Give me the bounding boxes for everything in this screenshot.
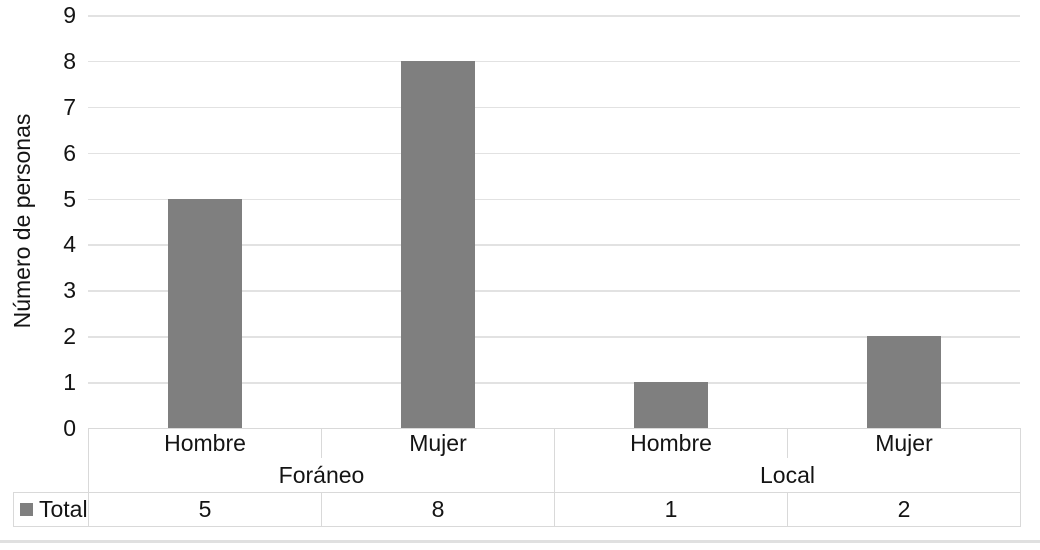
category-label: Hombre <box>555 429 788 458</box>
y-axis-tick: 2 <box>63 323 76 350</box>
value-cell: 5 <box>89 492 322 527</box>
legend-swatch-icon <box>20 503 33 516</box>
category-label: Mujer <box>788 429 1021 458</box>
y-axis-tick: 3 <box>63 277 76 304</box>
group-label: Local <box>555 458 1021 492</box>
y-axis-tick: 0 <box>63 415 76 441</box>
gridline <box>88 15 1020 17</box>
group-axis-row: Foráneo Local <box>88 458 1021 492</box>
y-axis-tick: 4 <box>63 231 76 258</box>
gridline <box>88 198 1020 201</box>
group-label: Foráneo <box>89 458 555 492</box>
plot-area <box>88 15 1020 428</box>
category-label: Hombre <box>89 429 322 458</box>
bar-local-hombre <box>633 382 708 428</box>
gridline <box>88 244 1020 246</box>
y-axis: 0 1 2 3 4 5 6 7 8 9 <box>0 0 76 440</box>
gridline <box>88 336 1020 338</box>
data-table-row: Total 5 8 1 2 <box>13 492 1021 527</box>
y-axis-tick: 6 <box>63 139 76 166</box>
y-axis-tick: 8 <box>63 47 76 74</box>
gridline <box>88 60 1020 63</box>
gridline <box>88 290 1020 292</box>
category-axis-row: Hombre Mujer Hombre Mujer <box>88 428 1021 458</box>
bar-local-mujer <box>866 336 941 428</box>
gridline <box>88 152 1020 155</box>
category-label: Mujer <box>322 429 555 458</box>
value-cell: 1 <box>555 492 788 527</box>
legend-cell: Total <box>14 492 89 527</box>
y-axis-tick: 7 <box>63 93 76 120</box>
legend-label: Total <box>39 496 88 522</box>
bar-foráneo-hombre <box>167 198 242 428</box>
y-axis-tick: 5 <box>63 185 76 212</box>
value-cell: 2 <box>788 492 1021 527</box>
y-axis-tick: 9 <box>63 2 76 28</box>
gridline <box>88 382 1020 384</box>
value-cell: 8 <box>322 492 555 527</box>
chart-bottom-border <box>0 540 1040 543</box>
gridline <box>88 106 1020 109</box>
bar-foráneo-mujer <box>400 60 475 428</box>
y-axis-tick: 1 <box>63 369 76 396</box>
